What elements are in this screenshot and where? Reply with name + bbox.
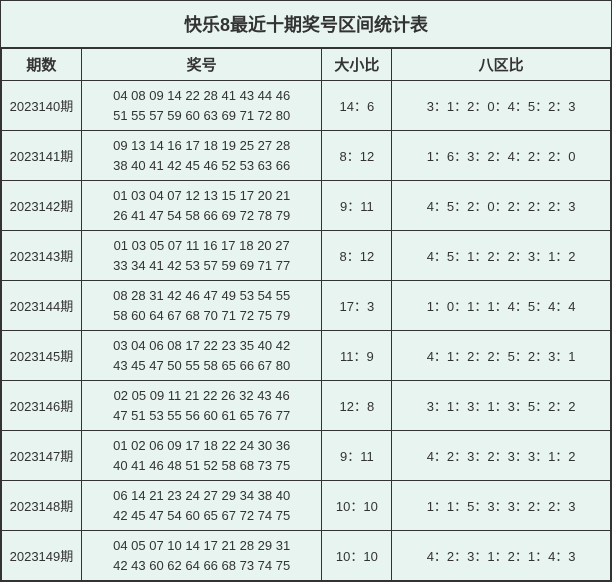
numbers-line2: 42 45 47 54 60 65 67 72 74 75 — [88, 506, 316, 526]
cell-period: 2023142期 — [2, 181, 82, 231]
cell-ratio1: 9：11 — [322, 431, 392, 481]
table-row: 2023140期04 08 09 14 22 28 41 43 44 4651 … — [2, 81, 611, 131]
cell-ratio1: 11：9 — [322, 331, 392, 381]
stats-table-container: 快乐8最近十期奖号区间统计表 期数 奖号 大小比 八区比 2023140期04 … — [0, 0, 612, 582]
cell-numbers: 08 28 31 42 46 47 49 53 54 5558 60 64 67… — [81, 281, 322, 331]
cell-numbers: 03 04 06 08 17 22 23 35 40 4243 45 47 50… — [81, 331, 322, 381]
cell-period: 2023147期 — [2, 431, 82, 481]
header-numbers: 奖号 — [81, 49, 322, 81]
header-ratio2: 八区比 — [392, 49, 611, 81]
numbers-line1: 04 05 07 10 14 17 21 28 29 31 — [88, 536, 316, 556]
cell-ratio2: 4：2：3：2：3：3：1：2 — [392, 431, 611, 481]
numbers-line1: 01 03 04 07 12 13 15 17 20 21 — [88, 186, 316, 206]
cell-numbers: 01 02 06 09 17 18 22 24 30 3640 41 46 48… — [81, 431, 322, 481]
numbers-line2: 58 60 64 67 68 70 71 72 75 79 — [88, 306, 316, 326]
cell-ratio2: 3：1：3：1：3：5：2：2 — [392, 381, 611, 431]
numbers-line1: 06 14 21 23 24 27 29 34 38 40 — [88, 486, 316, 506]
table-title: 快乐8最近十期奖号区间统计表 — [1, 1, 611, 48]
numbers-line2: 33 34 41 42 53 57 59 69 71 77 — [88, 256, 316, 276]
numbers-line1: 01 02 06 09 17 18 22 24 30 36 — [88, 436, 316, 456]
header-period: 期数 — [2, 49, 82, 81]
cell-ratio2: 1：0：1：1：4：5：4：4 — [392, 281, 611, 331]
cell-period: 2023144期 — [2, 281, 82, 331]
table-body: 2023140期04 08 09 14 22 28 41 43 44 4651 … — [2, 81, 611, 581]
table-row: 2023148期06 14 21 23 24 27 29 34 38 4042 … — [2, 481, 611, 531]
numbers-line1: 08 28 31 42 46 47 49 53 54 55 — [88, 286, 316, 306]
stats-table: 期数 奖号 大小比 八区比 2023140期04 08 09 14 22 28 … — [1, 48, 611, 581]
cell-numbers: 04 05 07 10 14 17 21 28 29 3142 43 60 62… — [81, 531, 322, 581]
cell-period: 2023146期 — [2, 381, 82, 431]
cell-numbers: 06 14 21 23 24 27 29 34 38 4042 45 47 54… — [81, 481, 322, 531]
cell-ratio2: 4：5：2：0：2：2：2：3 — [392, 181, 611, 231]
cell-numbers: 04 08 09 14 22 28 41 43 44 4651 55 57 59… — [81, 81, 322, 131]
table-row: 2023144期08 28 31 42 46 47 49 53 54 5558 … — [2, 281, 611, 331]
numbers-line2: 47 51 53 55 56 60 61 65 76 77 — [88, 406, 316, 426]
table-row: 2023142期01 03 04 07 12 13 15 17 20 2126 … — [2, 181, 611, 231]
cell-period: 2023145期 — [2, 331, 82, 381]
cell-numbers: 01 03 04 07 12 13 15 17 20 2126 41 47 54… — [81, 181, 322, 231]
cell-ratio2: 1：1：5：3：3：2：2：3 — [392, 481, 611, 531]
cell-period: 2023143期 — [2, 231, 82, 281]
table-row: 2023149期04 05 07 10 14 17 21 28 29 3142 … — [2, 531, 611, 581]
header-ratio1: 大小比 — [322, 49, 392, 81]
cell-ratio1: 12：8 — [322, 381, 392, 431]
cell-ratio2: 4：1：2：2：5：2：3：1 — [392, 331, 611, 381]
table-row: 2023145期03 04 06 08 17 22 23 35 40 4243 … — [2, 331, 611, 381]
table-row: 2023143期01 03 05 07 11 16 17 18 20 2733 … — [2, 231, 611, 281]
numbers-line2: 38 40 41 42 45 46 52 53 63 66 — [88, 156, 316, 176]
cell-ratio2: 4：5：1：2：2：3：1：2 — [392, 231, 611, 281]
numbers-line1: 03 04 06 08 17 22 23 35 40 42 — [88, 336, 316, 356]
numbers-line1: 01 03 05 07 11 16 17 18 20 27 — [88, 236, 316, 256]
numbers-line2: 26 41 47 54 58 66 69 72 78 79 — [88, 206, 316, 226]
numbers-line1: 02 05 09 11 21 22 26 32 43 46 — [88, 386, 316, 406]
cell-period: 2023148期 — [2, 481, 82, 531]
numbers-line2: 42 43 60 62 64 66 68 73 74 75 — [88, 556, 316, 576]
numbers-line1: 09 13 14 16 17 18 19 25 27 28 — [88, 136, 316, 156]
table-row: 2023141期09 13 14 16 17 18 19 25 27 2838 … — [2, 131, 611, 181]
cell-ratio2: 3：1：2：0：4：5：2：3 — [392, 81, 611, 131]
cell-period: 2023149期 — [2, 531, 82, 581]
cell-period: 2023140期 — [2, 81, 82, 131]
cell-ratio2: 4：2：3：1：2：1：4：3 — [392, 531, 611, 581]
cell-ratio1: 14：6 — [322, 81, 392, 131]
cell-ratio1: 8：12 — [322, 231, 392, 281]
cell-ratio1: 10：10 — [322, 531, 392, 581]
cell-numbers: 01 03 05 07 11 16 17 18 20 2733 34 41 42… — [81, 231, 322, 281]
numbers-line1: 04 08 09 14 22 28 41 43 44 46 — [88, 86, 316, 106]
cell-ratio1: 17：3 — [322, 281, 392, 331]
table-row: 2023147期01 02 06 09 17 18 22 24 30 3640 … — [2, 431, 611, 481]
numbers-line2: 51 55 57 59 60 63 69 71 72 80 — [88, 106, 316, 126]
numbers-line2: 43 45 47 50 55 58 65 66 67 80 — [88, 356, 316, 376]
header-row: 期数 奖号 大小比 八区比 — [2, 49, 611, 81]
cell-ratio2: 1：6：3：2：4：2：2：0 — [392, 131, 611, 181]
numbers-line2: 40 41 46 48 51 52 58 68 73 75 — [88, 456, 316, 476]
cell-period: 2023141期 — [2, 131, 82, 181]
cell-numbers: 02 05 09 11 21 22 26 32 43 4647 51 53 55… — [81, 381, 322, 431]
table-row: 2023146期02 05 09 11 21 22 26 32 43 4647 … — [2, 381, 611, 431]
cell-ratio1: 8：12 — [322, 131, 392, 181]
cell-ratio1: 10：10 — [322, 481, 392, 531]
cell-numbers: 09 13 14 16 17 18 19 25 27 2838 40 41 42… — [81, 131, 322, 181]
cell-ratio1: 9：11 — [322, 181, 392, 231]
